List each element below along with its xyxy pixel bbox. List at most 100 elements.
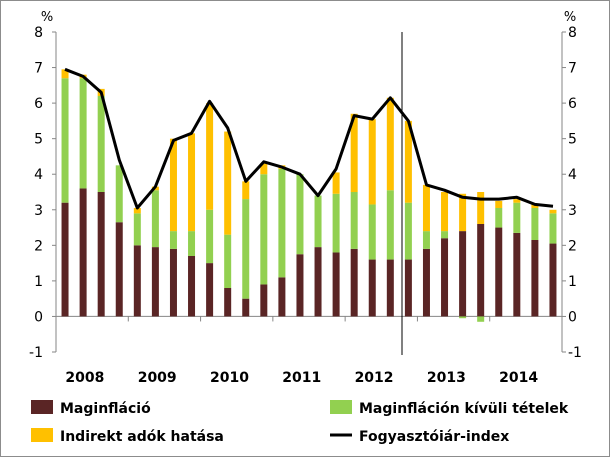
year-label: 2013 — [427, 370, 466, 386]
bar-non-core-items — [513, 202, 521, 233]
bar-indirect-taxes — [224, 131, 232, 235]
bar-core-inflation — [133, 245, 141, 317]
right-tick-label: 7 — [568, 61, 577, 77]
left-tick-label: 7 — [34, 61, 43, 77]
bar-non-core-items — [441, 231, 449, 239]
bar-non-core-items — [477, 316, 485, 322]
legend-swatch-non-core-items — [330, 400, 352, 414]
cpi-index-line — [64, 67, 554, 210]
bar-non-core-items — [151, 190, 159, 248]
left-tick-label: 1 — [34, 274, 43, 290]
bar-core-inflation — [459, 231, 467, 317]
bar-indirect-taxes — [386, 97, 394, 191]
bar-core-inflation — [422, 248, 430, 317]
bar-core-inflation — [495, 227, 503, 317]
bar-indirect-taxes — [206, 103, 214, 210]
bar-non-core-items — [531, 208, 539, 240]
right-tick-label: 6 — [568, 96, 577, 112]
bar-core-inflation — [278, 277, 286, 317]
bar-indirect-taxes — [242, 181, 250, 200]
year-label: 2010 — [210, 370, 249, 386]
bar-indirect-taxes — [477, 192, 485, 224]
left-tick-label: 5 — [34, 132, 43, 148]
year-label: 2008 — [65, 370, 104, 386]
bar-core-inflation — [531, 240, 539, 317]
bar-indirect-taxes — [531, 204, 539, 208]
bar-non-core-items — [260, 174, 268, 285]
bar-non-core-items — [242, 199, 250, 299]
left-tick-label: 6 — [34, 96, 43, 112]
bar-non-core-items — [350, 192, 358, 249]
bar-non-core-items — [278, 168, 286, 278]
bar-non-core-items — [332, 193, 340, 253]
bar-non-core-items — [459, 316, 467, 319]
year-label: 2011 — [282, 370, 321, 386]
bar-core-inflation — [169, 248, 177, 317]
bar-core-inflation — [386, 259, 394, 317]
bar-core-inflation — [79, 188, 87, 317]
bar-non-core-items — [61, 78, 69, 203]
legend: Maginfláció Maginfláción kívüli tételek … — [31, 400, 569, 445]
bar-indirect-taxes — [260, 163, 268, 175]
bar-indirect-taxes — [332, 172, 340, 194]
stacked-bars — [61, 69, 557, 322]
left-unit-label: % — [41, 10, 53, 25]
left-tick-label: -1 — [29, 345, 43, 361]
bar-indirect-taxes — [459, 193, 467, 232]
right-tick-label: 5 — [568, 132, 577, 148]
bar-core-inflation — [513, 232, 521, 317]
bar-indirect-taxes — [188, 133, 196, 232]
bar-core-inflation — [115, 222, 123, 317]
bar-core-inflation — [332, 252, 340, 317]
bar-core-inflation — [224, 288, 232, 317]
bar-core-inflation — [206, 263, 214, 317]
right-tick-label: 3 — [568, 203, 577, 219]
bar-non-core-items — [206, 209, 214, 264]
legend-label-core-inflation: Maginfláció — [60, 401, 151, 417]
bar-core-inflation — [242, 298, 250, 317]
bar-non-core-items — [404, 202, 412, 260]
bar-non-core-items — [368, 204, 376, 260]
year-label: 2014 — [499, 370, 538, 386]
bar-core-inflation — [188, 256, 196, 317]
bar-core-inflation — [314, 247, 322, 317]
bar-core-inflation — [350, 248, 358, 317]
bar-non-core-items — [296, 174, 304, 255]
bar-indirect-taxes — [441, 192, 449, 232]
bar-core-inflation — [441, 238, 449, 317]
left-tick-label: 4 — [34, 167, 43, 183]
bar-non-core-items — [169, 231, 177, 249]
legend-label-cpi: Fogyasztóiár-index — [359, 429, 509, 445]
bar-core-inflation — [260, 284, 268, 317]
bar-non-core-items — [115, 165, 123, 223]
right-unit-label: % — [564, 10, 576, 25]
bar-non-core-items — [386, 190, 394, 260]
axis-ticks — [52, 31, 566, 353]
right-tick-label: 0 — [568, 309, 577, 325]
bar-non-core-items — [422, 231, 430, 249]
bar-core-inflation — [61, 202, 69, 317]
bar-indirect-taxes — [549, 209, 557, 214]
bar-indirect-taxes — [368, 119, 376, 205]
right-tick-label: 4 — [568, 167, 577, 183]
bar-core-inflation — [296, 254, 304, 317]
bar-non-core-items — [97, 96, 105, 192]
year-label: 2009 — [138, 370, 177, 386]
bar-core-inflation — [404, 259, 412, 317]
legend-swatch-core-inflation — [31, 400, 53, 414]
bar-core-inflation — [97, 192, 105, 317]
legend-label-indirect-taxes: Indirekt adók hatása — [60, 429, 224, 445]
bar-non-core-items — [549, 213, 557, 244]
left-tick-label: 3 — [34, 203, 43, 219]
bar-indirect-taxes — [169, 138, 177, 232]
bar-non-core-items — [133, 213, 141, 246]
bar-indirect-taxes — [404, 120, 412, 203]
bar-indirect-taxes — [133, 208, 141, 214]
bar-non-core-items — [188, 231, 196, 256]
right-tick-label: 2 — [568, 238, 577, 254]
bar-non-core-items — [224, 234, 232, 288]
legend-label-non-core-items: Maginfláción kívüli tételek — [359, 401, 569, 417]
right-tick-label: -1 — [568, 345, 582, 361]
